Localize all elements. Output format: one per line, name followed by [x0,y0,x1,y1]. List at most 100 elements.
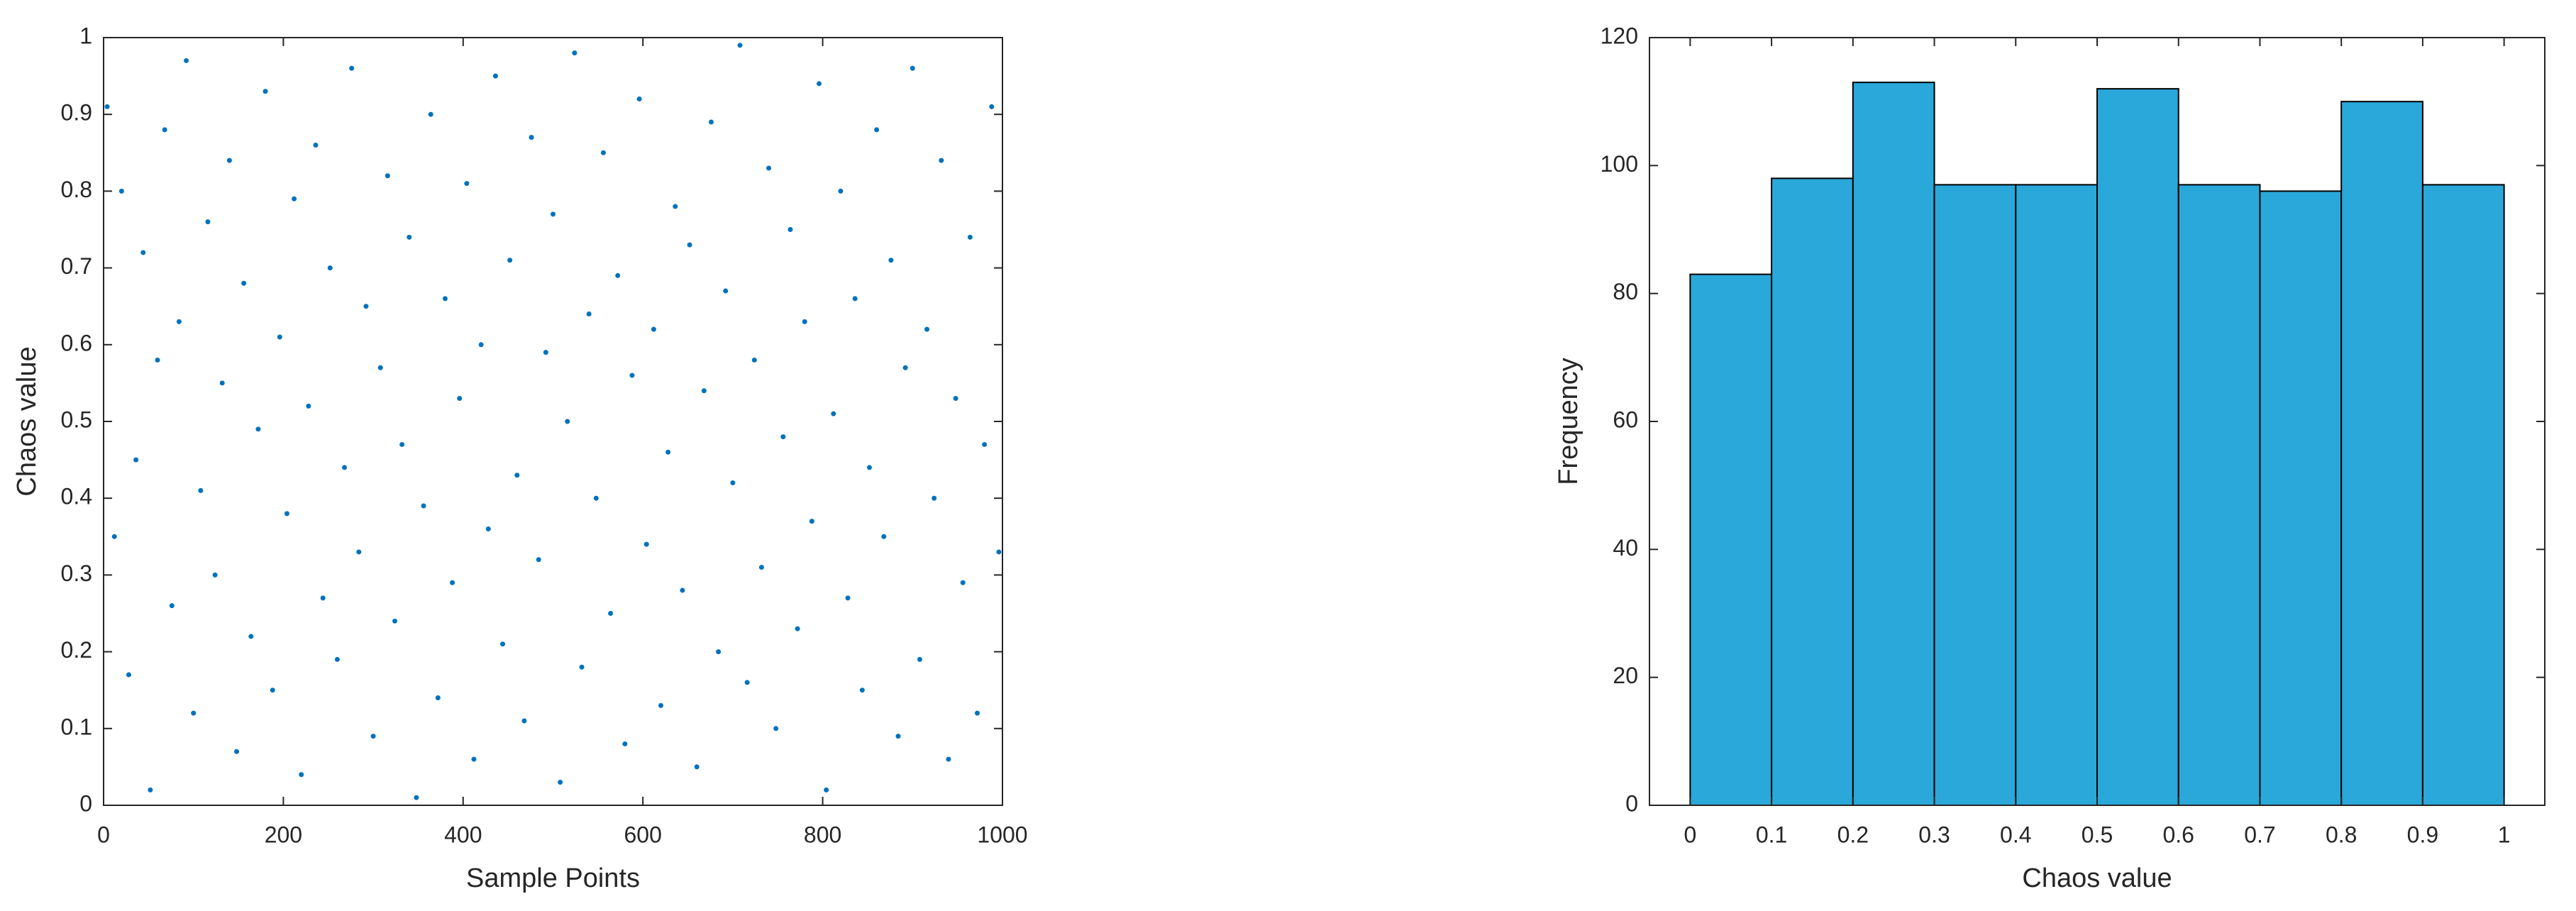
x-tick-label: 0.2 [1837,822,1869,847]
point [996,549,1002,555]
point [140,250,146,255]
point [579,664,585,670]
point [730,480,736,486]
point [327,265,333,271]
x-tick-label: 0.8 [2326,822,2357,847]
point [932,495,937,501]
bar [1689,273,1773,807]
point [982,441,988,447]
point [680,587,685,593]
x-axis-label: Chaos value [2022,863,2172,893]
point [262,89,268,94]
y-tick-label: 40 [1613,535,1638,561]
point [133,457,139,463]
point [536,557,541,563]
point [485,526,491,531]
point [787,227,793,232]
point [874,127,880,133]
point [895,734,901,739]
point [758,565,764,570]
point [852,296,858,302]
point [751,357,757,363]
x-tick-label: 600 [624,822,662,847]
point [356,549,362,555]
point [450,580,455,585]
point [111,534,117,539]
point [414,795,419,800]
point [989,104,995,109]
point [572,50,577,56]
point [802,319,807,324]
point [643,541,649,547]
point [716,649,722,655]
x-tick-label: 0.7 [2244,822,2275,847]
x-tick-label: 0 [1684,822,1696,847]
point [953,396,958,402]
point [881,534,887,539]
y-tick-label: 0.8 [61,177,92,202]
point [565,419,570,424]
point [586,311,592,317]
y-tick-label: 0.2 [61,637,92,663]
x-tick-label: 0.6 [2162,822,2194,847]
point [817,81,822,87]
bar [2340,101,2423,806]
y-tick-label: 0.6 [61,330,92,355]
point [442,296,448,302]
point [651,326,656,332]
x-tick-label: 0 [97,822,110,847]
point [514,473,520,478]
y-tick-label: 100 [1601,151,1638,177]
x-axis-label: Sample Points [466,863,640,893]
point [313,142,319,148]
bar [1933,184,2017,806]
point [629,372,635,378]
point [960,580,966,585]
point [939,158,944,163]
point [708,119,714,125]
point [198,487,204,493]
point [349,65,355,71]
y-tick-label: 0.5 [61,407,92,432]
y-axis-label: Frequency [1554,358,1583,485]
point [334,656,340,662]
point [118,188,124,194]
point [687,242,692,248]
point [975,710,980,716]
point [608,611,614,616]
y-tick-label: 0.3 [61,561,92,586]
bar [1771,177,1854,807]
bar [2421,184,2505,806]
point [521,718,527,724]
point [471,756,477,762]
point [529,135,534,140]
point [622,741,628,746]
x-tick-label: 0.9 [2407,822,2438,847]
point [866,465,872,470]
point [902,365,908,370]
bar [2015,184,2098,806]
bar [1852,82,1935,807]
x-tick-label: 0.1 [1756,822,1787,847]
bar [2177,184,2261,806]
point [407,234,412,240]
point [205,219,211,225]
point [104,104,110,109]
point [370,734,376,739]
point [636,96,642,102]
point [241,280,247,286]
point [600,150,606,155]
point [148,787,153,793]
point [658,702,664,708]
point [615,272,621,278]
point [306,403,311,409]
point [795,626,800,631]
point [377,365,383,370]
point [492,73,498,79]
y-tick-label: 0.1 [61,714,92,739]
point [392,618,398,624]
point [809,519,814,524]
point [558,780,563,785]
point [831,411,836,416]
